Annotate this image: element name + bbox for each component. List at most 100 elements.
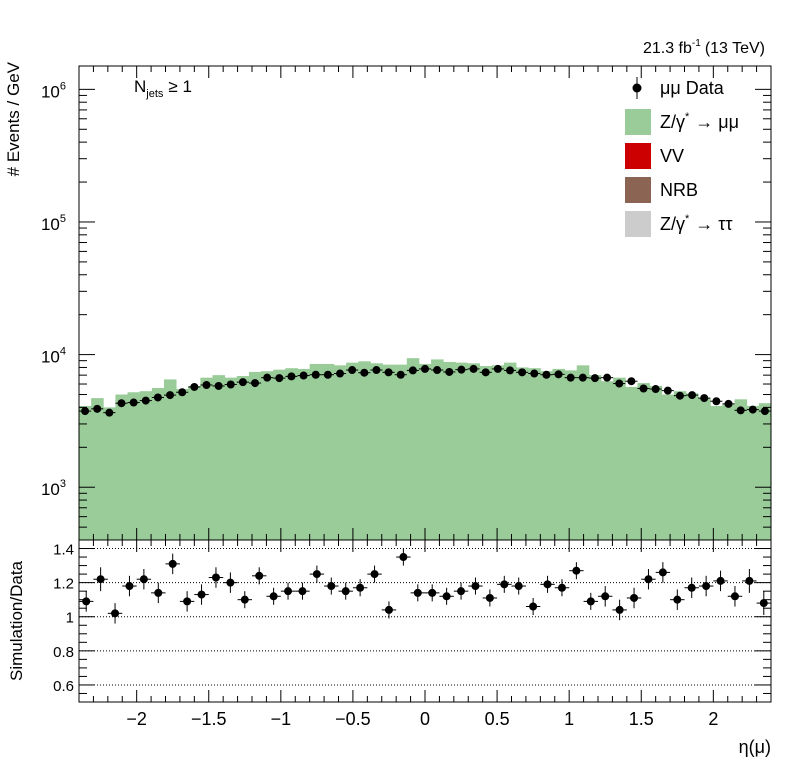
mc-bar xyxy=(613,377,626,540)
data-point xyxy=(421,364,429,373)
data-point xyxy=(81,407,90,416)
ratio-point xyxy=(154,588,163,597)
ratio-point xyxy=(745,576,754,585)
y-tick-exp: 3 xyxy=(60,478,66,490)
mc-bar xyxy=(637,383,650,540)
legend-entry: μμ Data xyxy=(632,77,725,99)
data-point xyxy=(748,405,757,414)
mc-bar xyxy=(115,394,128,540)
mc-bar xyxy=(358,361,371,540)
mc-bar xyxy=(734,399,748,540)
data-point xyxy=(518,368,527,377)
data-point xyxy=(639,384,648,393)
ratio-point xyxy=(197,590,206,599)
data-point xyxy=(238,378,247,387)
legend-label: VV xyxy=(660,146,684,166)
y-tick-label: 103 xyxy=(41,478,66,499)
ratio-point xyxy=(702,582,711,591)
y-tick-base: 10 xyxy=(41,480,60,499)
ratio-point xyxy=(601,592,610,601)
ratio-y-ticks: 0.6 0.8 1 1.2 1.4 xyxy=(53,542,771,703)
main-data-points xyxy=(79,364,771,417)
ratio-y-tick-label: 1.2 xyxy=(53,576,74,593)
ratio-point xyxy=(139,575,148,584)
y-tick-label: 105 xyxy=(41,213,66,234)
legend-text: Z/γ xyxy=(660,112,685,132)
y-tick-label: 104 xyxy=(41,346,66,367)
ratio-point xyxy=(370,570,379,579)
mc-bar xyxy=(564,370,578,540)
mc-bar xyxy=(309,363,323,540)
data-point xyxy=(348,366,357,375)
y-tick-exp: 6 xyxy=(60,80,66,92)
ratio-point xyxy=(471,582,480,591)
data-point xyxy=(360,368,369,377)
ratio-point xyxy=(327,582,336,591)
data-point xyxy=(542,370,551,379)
legend-entry: Z/γ* → μμ xyxy=(625,109,739,135)
ratio-point xyxy=(183,597,192,606)
mc-bar xyxy=(625,386,638,540)
data-point xyxy=(299,371,308,380)
ratio-y-axis-label: Simulation/Data xyxy=(7,560,26,681)
mc-bar xyxy=(79,405,92,540)
y-tick-base: 10 xyxy=(41,215,60,234)
legend-entry: Z/γ* → ττ xyxy=(625,211,733,237)
ratio-y-tick-label: 1 xyxy=(66,610,74,627)
mc-bar xyxy=(722,404,735,540)
data-point xyxy=(615,379,624,388)
lumi-exponent: -1 xyxy=(692,38,701,49)
mc-bar xyxy=(91,398,104,540)
x-tick-label: −0.5 xyxy=(335,709,371,729)
data-point xyxy=(688,391,697,400)
mc-bar xyxy=(212,375,226,540)
x-tick-label: −2 xyxy=(126,709,147,729)
mc-bar xyxy=(346,362,359,540)
lumi-value: 21.3 fb xyxy=(643,40,692,57)
mc-bar xyxy=(431,359,444,540)
ratio-point xyxy=(557,583,566,592)
data-point xyxy=(663,386,672,395)
data-point xyxy=(675,391,684,400)
legend-sup: * xyxy=(685,111,690,123)
data-point xyxy=(627,377,636,386)
mc-bar xyxy=(151,387,165,540)
ratio-point xyxy=(658,568,667,577)
data-point xyxy=(336,369,345,378)
data-point xyxy=(760,407,769,416)
legend-suffix: → μμ xyxy=(695,112,739,132)
ratio-point xyxy=(399,553,408,562)
ratio-point xyxy=(356,583,365,592)
ratio-point xyxy=(240,595,249,604)
legend-sup: * xyxy=(685,213,690,225)
data-point xyxy=(505,366,514,375)
ratio-points xyxy=(79,548,771,624)
mc-bar xyxy=(710,405,723,540)
ratio-x-ticks: −2 −1.5 −1 −0.5 0 0.5 1 1.5 2 xyxy=(78,540,772,729)
ratio-point xyxy=(687,583,696,592)
mc-bar xyxy=(236,375,250,540)
data-point xyxy=(590,374,599,383)
ratio-y-tick-label: 0.8 xyxy=(53,644,74,661)
data-point xyxy=(202,380,211,389)
ratio-point xyxy=(485,593,494,602)
mc-bar xyxy=(176,389,189,540)
mc-bar xyxy=(248,371,262,540)
legend-swatch xyxy=(625,211,651,237)
ratio-point xyxy=(111,609,120,618)
ratio-plot-frame xyxy=(78,539,772,703)
x-tick-label: 1.5 xyxy=(629,709,654,729)
data-point xyxy=(178,388,187,397)
data-point xyxy=(700,394,709,403)
legend-suffix: → ττ xyxy=(695,214,732,234)
data-point xyxy=(105,408,114,417)
mc-bar xyxy=(503,362,517,540)
mc-bar xyxy=(528,368,541,540)
mc-bar xyxy=(758,403,772,540)
data-point xyxy=(251,379,260,388)
mc-bar xyxy=(540,371,553,540)
mc-bar xyxy=(127,392,141,540)
mc-bar xyxy=(273,369,286,540)
